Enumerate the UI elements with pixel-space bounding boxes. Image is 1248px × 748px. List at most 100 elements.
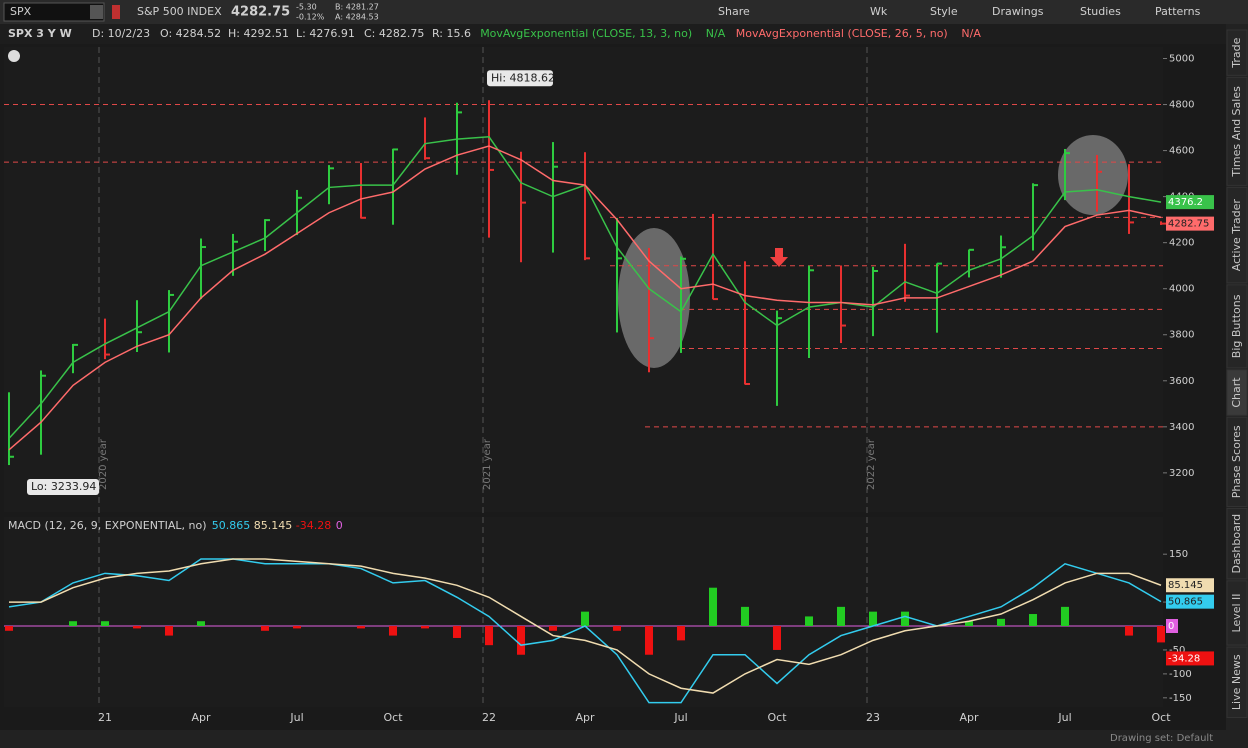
histogram-bar: [261, 626, 269, 631]
toolbar-button[interactable]: Style: [930, 5, 958, 18]
year-label: 2021 year: [482, 438, 493, 490]
highlight-ellipse: [1058, 135, 1128, 215]
toolbar: [0, 0, 1248, 24]
side-tab-label: Trade: [1230, 37, 1243, 68]
chart-title: SPX 3 Y W: [8, 27, 72, 40]
x-tick-label: Jul: [673, 711, 687, 724]
x-tick-label: 21: [98, 711, 112, 724]
histogram-bar: [165, 626, 173, 636]
pct-change: -0.12%: [296, 13, 325, 22]
price-tag: [1166, 651, 1214, 666]
link-indicator[interactable]: [112, 5, 120, 19]
price-tag-label: 4282.75: [1168, 219, 1209, 230]
histogram-bar: [421, 626, 429, 629]
y-tick-label: 3600: [1169, 376, 1194, 387]
side-tab[interactable]: [1226, 29, 1248, 76]
histogram-bar: [741, 606, 749, 627]
x-tick-label: 22: [482, 711, 496, 724]
histogram-bar: [453, 626, 461, 638]
y-tick-label: -150: [1169, 693, 1192, 704]
highlight-ellipse: [618, 228, 690, 368]
symbol-dropdown[interactable]: [90, 5, 103, 19]
ohlc-readout: O: 4284.52: [160, 27, 221, 40]
macd-readout: 85.145: [254, 519, 292, 532]
toolbar-button[interactable]: Wk: [870, 5, 888, 18]
ema-line: [8, 145, 1162, 451]
macd-line: [9, 558, 1162, 694]
study-label: MovAvgExponential (CLOSE, 26, 5, no): [736, 27, 948, 40]
histogram-bar: [1125, 626, 1133, 636]
histogram-bar: [645, 626, 653, 655]
toolbar-button[interactable]: Drawings: [992, 5, 1044, 18]
histogram-bar: [837, 606, 845, 627]
study-status: N/A: [706, 27, 726, 40]
histogram-bar: [805, 616, 813, 627]
symbol-box[interactable]: [3, 2, 105, 22]
x-tick-label: Oct: [767, 711, 787, 724]
drawing-set: Drawing set: Default: [1110, 733, 1213, 744]
annotation-box: [27, 479, 99, 496]
annotation: Lo: 3233.94: [31, 480, 96, 493]
ohlc-readout: D: 10/2/23: [92, 27, 150, 40]
x-tick-label: Oct: [383, 711, 403, 724]
ohlc-readout: L: 4276.91: [296, 27, 355, 40]
year-label: 2020 year: [98, 438, 109, 490]
histogram-bar: [517, 626, 525, 655]
y-tick-label: -100: [1169, 669, 1192, 680]
side-tab-label: Level II: [1230, 593, 1243, 632]
instrument-name: S&P 500 INDEX: [137, 5, 222, 18]
ask: A: 4284.53: [335, 13, 379, 22]
x-tick-label: Apr: [575, 711, 595, 724]
histogram-bar: [133, 626, 141, 629]
side-tab-label: Live News: [1230, 654, 1243, 710]
alert-icon[interactable]: [8, 50, 20, 62]
x-tick-label: Apr: [959, 711, 979, 724]
study-status: N/A: [961, 27, 981, 40]
study-label: MovAvgExponential (CLOSE, 13, 3, no): [480, 27, 692, 40]
price-tag: [1166, 216, 1214, 231]
price-tag-label: 50.865: [1168, 597, 1203, 608]
histogram-bar: [1061, 606, 1069, 627]
side-tab[interactable]: [1226, 284, 1248, 369]
histogram-bar: [709, 587, 717, 627]
macd-readout: 0: [336, 519, 343, 532]
x-tick-label: Jul: [289, 711, 303, 724]
side-tab[interactable]: [1226, 76, 1248, 186]
side-tab[interactable]: [1226, 646, 1248, 718]
last-price: 4282.75: [231, 5, 290, 20]
symbol: SPX: [10, 5, 32, 18]
y-tick-label: 4000: [1169, 284, 1194, 295]
histogram-bar: [1157, 626, 1165, 643]
x-tick-label: Oct: [1151, 711, 1171, 724]
side-tab[interactable]: [1226, 416, 1248, 507]
macd-title: MACD (12, 26, 9, EXPONENTIAL, no): [8, 519, 207, 532]
histogram-bar: [869, 611, 877, 627]
y-tick-label: 150: [1169, 549, 1188, 560]
side-tab[interactable]: [1226, 580, 1248, 646]
y-tick-label: -50: [1169, 645, 1185, 656]
histogram-bar: [677, 626, 685, 641]
ohlc-readout: R: 15.6: [432, 27, 471, 40]
y-tick-label: 3800: [1169, 330, 1194, 341]
histogram-bar: [901, 611, 909, 627]
toolbar-button[interactable]: Share: [718, 5, 750, 18]
bid: B: 4281.27: [335, 3, 379, 12]
toolbar-button[interactable]: Patterns: [1155, 5, 1201, 18]
side-tab[interactable]: [1226, 507, 1248, 580]
histogram-bar: [197, 621, 205, 627]
toolbar-button[interactable]: Studies: [1080, 5, 1121, 18]
y-tick-label: 4800: [1169, 100, 1194, 111]
histogram-bar: [5, 626, 13, 631]
price-pane: [4, 47, 1163, 512]
side-tab[interactable]: [1226, 186, 1248, 284]
scrollbar[interactable]: [0, 730, 1226, 748]
x-tick-label: Jul: [1057, 711, 1071, 724]
side-tab[interactable]: [1226, 369, 1248, 416]
net-change: -5.30: [296, 3, 317, 12]
side-tab-label: Chart: [1230, 377, 1243, 408]
side-tab-label: Big Buttons: [1230, 294, 1243, 358]
x-tick-label: 23: [866, 711, 880, 724]
x-tick-label: Apr: [191, 711, 211, 724]
histogram-bar: [293, 626, 301, 629]
side-tab-label: Times And Sales: [1230, 86, 1243, 178]
